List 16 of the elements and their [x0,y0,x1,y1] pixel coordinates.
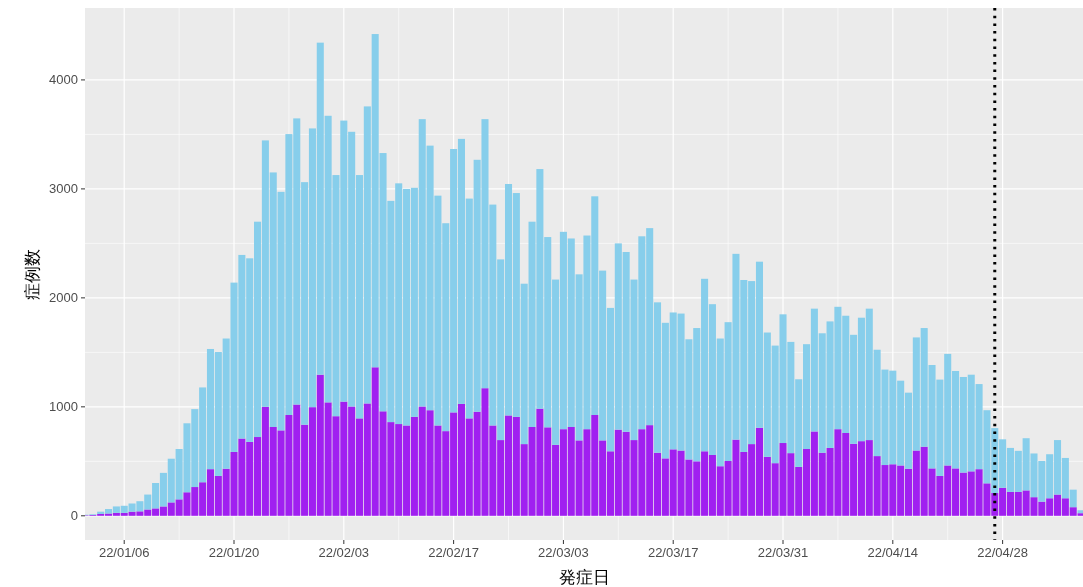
y-tick-label: 3000 [49,181,78,197]
y-tick-label: 0 [70,508,78,524]
x-tick-label: 22/02/03 [318,545,370,560]
y-tick-label: 2000 [49,290,78,306]
x-tick-label: 22/01/20 [208,545,260,560]
y-tick-label: 4000 [49,72,78,88]
x-tick-label: 22/03/03 [538,545,589,560]
x-tick-label: 22/03/17 [647,545,699,560]
x-tick-label: 22/04/28 [977,545,1028,560]
y-axis-title: 症例数 [23,248,42,300]
x-tick-label: 22/03/31 [757,545,809,560]
x-tick-label: 22/02/17 [428,545,479,560]
y-tick-label: 1000 [49,399,78,415]
x-tick-label: 22/01/06 [98,545,150,560]
x-axis-title: 発症日 [558,568,610,587]
x-tick-label: 22/04/14 [867,545,919,560]
